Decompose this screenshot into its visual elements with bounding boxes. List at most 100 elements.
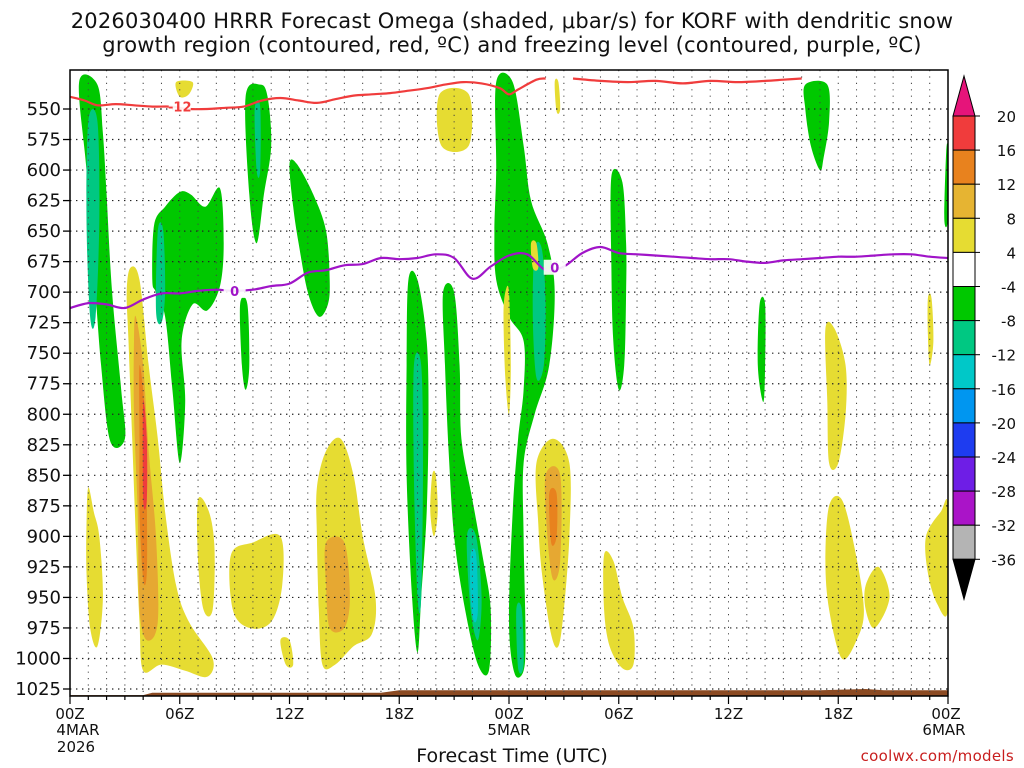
colorbar-label: 8 bbox=[1006, 210, 1016, 228]
colorbar-bin bbox=[952, 422, 976, 458]
omega-region-plus4 bbox=[925, 499, 948, 617]
colorbar-bin bbox=[952, 524, 976, 560]
omega-region-minus8 bbox=[155, 222, 166, 325]
y-tick-label: 1000 bbox=[15, 648, 61, 669]
colorbar-bin bbox=[952, 286, 976, 322]
y-tick-label: 975 bbox=[27, 618, 61, 639]
x-tick-label: 12Z bbox=[714, 705, 743, 723]
y-axis: 550 575 600 625 650 675 700 725 750 775 800 825 850 8… bbox=[15, 99, 70, 700]
freezing-level-label-1-bg bbox=[223, 282, 246, 298]
terrain-fill bbox=[70, 689, 948, 696]
colorbar-bin bbox=[952, 115, 976, 151]
x-tick-label: 06Z bbox=[604, 705, 633, 723]
omega-region-minus8 bbox=[254, 99, 261, 178]
colorbar-label: -4 bbox=[1001, 279, 1016, 297]
freezing-level-label-2: 0 bbox=[550, 262, 559, 277]
y-tick-label: 775 bbox=[27, 374, 61, 395]
y-tick-label: 650 bbox=[27, 221, 61, 242]
omega-region-minus4 bbox=[152, 187, 224, 464]
dendritic-contour-line bbox=[70, 77, 546, 111]
colorbar-label: -24 bbox=[992, 449, 1017, 467]
terrain bbox=[70, 689, 948, 696]
y-tick-label: 675 bbox=[27, 252, 61, 273]
y-tick-label: 550 bbox=[27, 99, 61, 120]
omega-region-plus4 bbox=[554, 78, 561, 114]
dendritic-contour-label-bg bbox=[168, 98, 191, 114]
colorbar-label: -20 bbox=[992, 415, 1017, 433]
omega-region-minus4 bbox=[803, 80, 830, 171]
x-date-label: 4MAR bbox=[56, 721, 99, 739]
x-year-label: 2026 bbox=[57, 738, 95, 756]
omega-region-minus8 bbox=[532, 241, 546, 381]
y-tick-label: 625 bbox=[27, 191, 61, 212]
y-tick-label: 700 bbox=[27, 282, 61, 303]
colorbar-label: -36 bbox=[992, 551, 1017, 569]
y-tick-label: 850 bbox=[27, 465, 61, 486]
colorbar-label: 16 bbox=[997, 142, 1016, 160]
y-tick-label: 900 bbox=[27, 526, 61, 547]
x-date-label: 5MAR bbox=[487, 721, 530, 739]
omega-shading bbox=[78, 72, 948, 678]
colorbar-bin bbox=[952, 354, 976, 390]
colorbar-bin bbox=[952, 149, 976, 185]
y-tick-label: 1025 bbox=[15, 679, 61, 700]
freezing-level-line bbox=[70, 245, 948, 310]
colorbar-bin bbox=[952, 388, 976, 424]
x-tick-label: 00Z bbox=[931, 705, 960, 723]
chart-title-line-1: 2026030400 HRRR Forecast Omega (shaded, … bbox=[70, 9, 954, 33]
x-axis-title: Forecast Time (UTC) bbox=[416, 745, 608, 767]
omega-region-plus4 bbox=[436, 87, 473, 153]
y-tick-label: 875 bbox=[27, 496, 61, 517]
omega-region-minus4 bbox=[239, 296, 250, 390]
chart-title-line-2: growth region (contoured, red, ºC) and f… bbox=[102, 33, 922, 57]
colorbar-bottom-arrow bbox=[952, 558, 976, 602]
omega-region-plus4 bbox=[503, 285, 511, 415]
x-tick-label: 06Z bbox=[165, 705, 194, 723]
colorbar-bin bbox=[952, 490, 976, 526]
omega-region-plus4 bbox=[280, 637, 294, 668]
y-tick-label: 600 bbox=[27, 160, 61, 181]
x-tick-label: 00Z bbox=[55, 705, 84, 723]
colorbar-label: 12 bbox=[997, 176, 1016, 194]
contours: -12 0 0 bbox=[70, 77, 948, 310]
gridlines bbox=[70, 70, 948, 696]
y-tick-label: 725 bbox=[27, 313, 61, 334]
x-date-label: 6MAR bbox=[922, 721, 965, 739]
omega-region-plus4 bbox=[229, 533, 284, 629]
dendritic-contour-label: -12 bbox=[168, 101, 192, 116]
y-tick-label: 825 bbox=[27, 435, 61, 456]
x-tick-label: 00Z bbox=[494, 705, 523, 723]
colorbar-label: -32 bbox=[992, 517, 1017, 535]
y-tick-label: 950 bbox=[27, 587, 61, 608]
colorbar-bin bbox=[952, 251, 976, 287]
colorbar-bin bbox=[952, 320, 976, 356]
colorbar-label: -28 bbox=[992, 483, 1017, 501]
omega-region-plus4 bbox=[825, 321, 847, 470]
y-tick-label: 925 bbox=[27, 557, 61, 578]
omega-region-minus4 bbox=[289, 159, 330, 317]
omega-region-minus4 bbox=[757, 296, 766, 403]
y-tick-label: 750 bbox=[27, 343, 61, 364]
x-tick-label: 18Z bbox=[824, 705, 853, 723]
omega-region-minus4 bbox=[610, 168, 627, 391]
omega-region-plus8 bbox=[324, 536, 350, 633]
colorbar-label: 20 bbox=[997, 108, 1016, 126]
y-tick-label: 575 bbox=[27, 130, 61, 151]
omega-region-plus4 bbox=[175, 80, 194, 98]
dendritic-contour-line bbox=[572, 77, 802, 85]
source-credit[interactable]: coolwx.com/models bbox=[860, 747, 1014, 765]
omega-region-plus4 bbox=[603, 551, 635, 671]
omega-region-plus4 bbox=[825, 495, 864, 660]
omega-region-plus16 bbox=[142, 400, 148, 510]
y-tick-label: 800 bbox=[27, 404, 61, 425]
omega-region-plus4 bbox=[196, 497, 215, 617]
omega-region-minus4 bbox=[944, 143, 948, 228]
colorbar-top-arrow bbox=[952, 74, 976, 117]
x-tick-label: 18Z bbox=[385, 705, 414, 723]
colorbar-bin bbox=[952, 456, 976, 492]
omega-region-plus4 bbox=[927, 293, 934, 366]
colorbar: 20 16 12 8 4 -4 -8 -12 -16 -20 -24 -28 -32 -36 bbox=[952, 74, 1017, 602]
colorbar-label: 4 bbox=[1006, 244, 1016, 262]
